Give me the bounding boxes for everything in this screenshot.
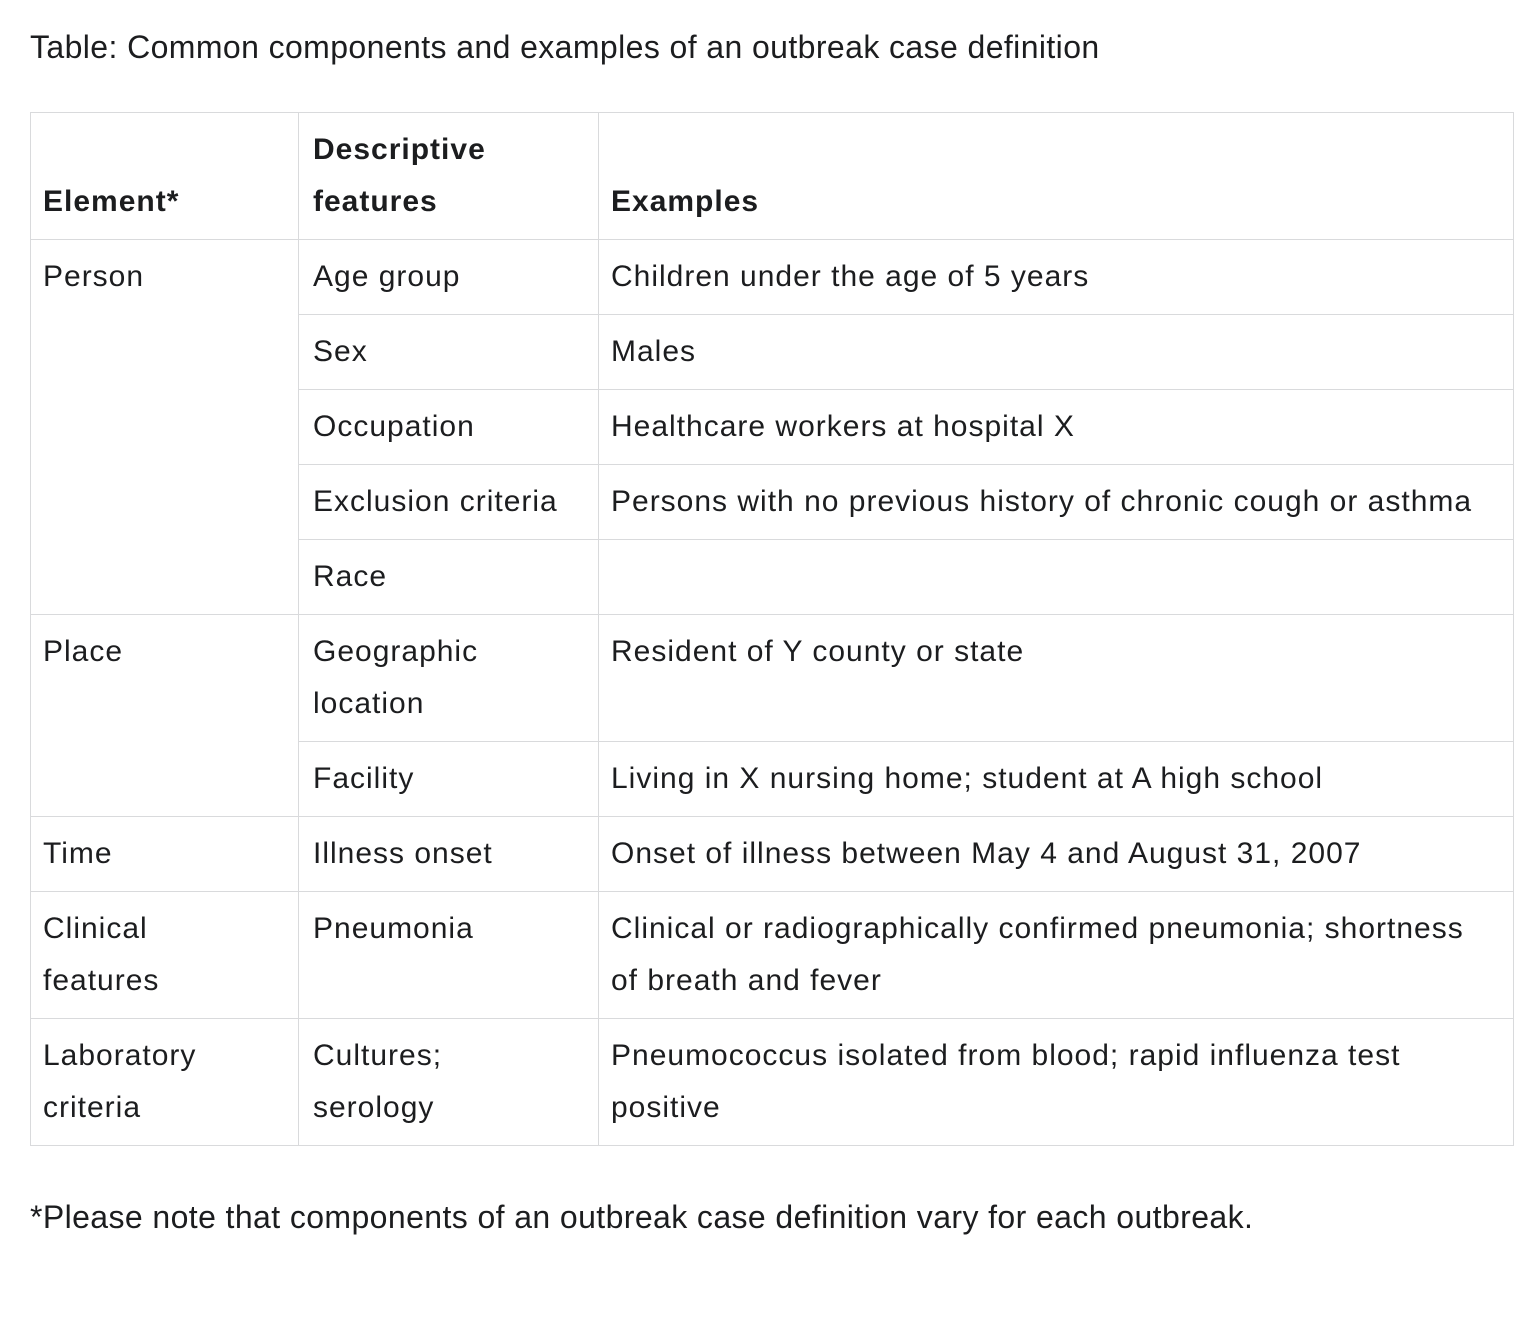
page: Table: Common components and examples of… [30, 29, 1514, 1236]
element-cell: Time [30, 816, 299, 893]
feature-cell: Illness onset [298, 816, 599, 893]
example-cell: Onset of illness between May 4 and Augus… [598, 816, 1514, 893]
example-cell: Clinical or radiographically confirmed p… [598, 891, 1514, 1020]
table-row: Clinical features Pneumonia Clinical or ra… [30, 891, 1514, 1020]
feature-cell: Sex [298, 314, 599, 391]
feature-cell: Pneumonia [298, 891, 599, 1020]
table-row: Race [31, 539, 1514, 616]
example-cell: Children under the age of 5 years [598, 239, 1514, 316]
element-cell: Person [30, 239, 299, 616]
example-cell: Pneumococcus isolated from blood; rapid … [598, 1018, 1514, 1147]
page-title: Table: Common components and examples of… [30, 29, 1100, 65]
column-header-descriptive-features: Descriptive features [298, 112, 599, 241]
column-header-examples: Examples [598, 112, 1514, 241]
example-cell: Living in X nursing home; student at A h… [598, 741, 1514, 818]
feature-cell: Cultures; serology [298, 1018, 599, 1147]
example-cell: Healthcare workers at hospital X [598, 389, 1514, 466]
table-row: Sex Males [31, 314, 1514, 391]
feature-cell: Facility [298, 741, 599, 818]
example-cell: Persons with no previous history of chro… [598, 464, 1514, 541]
table-row: Exclusion criteria Persons with no previo… [31, 464, 1514, 541]
feature-cell: Exclusion criteria [298, 464, 599, 541]
header-row: Element* Descriptive features Examples [30, 112, 1514, 241]
table-row: Facility Living in X nursing home; studen… [31, 741, 1514, 818]
table-row: Place Geographic location Resident of Y co… [30, 614, 1514, 818]
feature-cell: Geographic location [298, 614, 599, 743]
table-row: Time Illness onset Onset of illness betwee… [30, 816, 1514, 893]
feature-cell: Occupation [298, 389, 599, 466]
table-row: Occupation Healthcare workers at hospital… [31, 389, 1514, 466]
example-cell [598, 539, 1514, 616]
footnote: *Please note that components of an outbr… [30, 1199, 1254, 1236]
example-cell: Resident of Y county or state [598, 614, 1514, 743]
element-cell: Clinical features [30, 891, 299, 1020]
table-body: Person Age group Children under the age of… [30, 239, 1514, 1147]
feature-cell: Age group [298, 239, 599, 316]
case-definition-table: Element* Descriptive features Examples P… [30, 112, 1514, 1147]
table-row: Laboratory criteria Cultures; serology Pne… [30, 1018, 1514, 1147]
element-cell: Laboratory criteria [30, 1018, 299, 1147]
column-header-element: Element* [30, 112, 299, 241]
table-row: Person Age group Children under the age of… [30, 239, 1514, 616]
feature-cell: Race [298, 539, 599, 616]
element-cell: Place [30, 614, 299, 818]
example-cell: Males [598, 314, 1514, 391]
